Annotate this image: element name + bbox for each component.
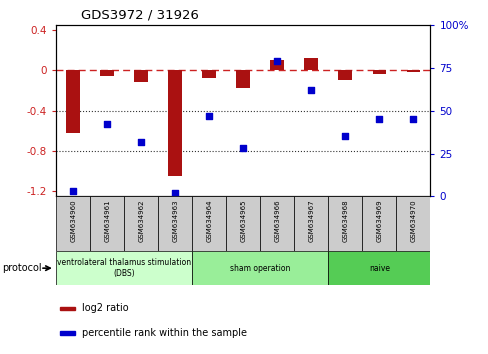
- Point: [69, 188, 77, 194]
- Bar: [270, 60, 284, 70]
- Bar: [338, 70, 351, 80]
- Bar: [294, 196, 327, 251]
- Text: GSM634969: GSM634969: [376, 200, 382, 242]
- Text: GSM634962: GSM634962: [138, 200, 144, 242]
- Bar: [395, 196, 429, 251]
- Bar: [327, 196, 362, 251]
- Text: protocol: protocol: [2, 263, 42, 273]
- Text: GSM634964: GSM634964: [206, 200, 212, 242]
- Bar: [100, 70, 114, 76]
- Bar: [362, 196, 395, 251]
- Point: [103, 121, 111, 127]
- Point: [408, 116, 416, 122]
- Point: [239, 145, 246, 151]
- Bar: [192, 196, 226, 251]
- Text: GSM634966: GSM634966: [274, 200, 280, 242]
- Bar: [134, 70, 148, 82]
- Text: GSM634968: GSM634968: [342, 200, 347, 242]
- Text: GSM634960: GSM634960: [70, 200, 76, 242]
- Text: ventrolateral thalamus stimulation
(DBS): ventrolateral thalamus stimulation (DBS): [57, 258, 191, 278]
- Point: [273, 58, 281, 64]
- Bar: [124, 196, 158, 251]
- Bar: [192, 251, 327, 285]
- Bar: [56, 196, 90, 251]
- Text: percentile rank within the sample: percentile rank within the sample: [82, 328, 247, 338]
- Point: [307, 87, 315, 93]
- Bar: [327, 251, 429, 285]
- Point: [205, 113, 213, 119]
- Bar: [202, 70, 216, 78]
- Bar: [66, 70, 80, 133]
- Bar: [60, 307, 75, 310]
- Text: log2 ratio: log2 ratio: [82, 303, 129, 313]
- Bar: [304, 58, 317, 70]
- Bar: [406, 70, 419, 72]
- Bar: [260, 196, 294, 251]
- Text: GSM634961: GSM634961: [104, 200, 110, 242]
- Text: GSM634967: GSM634967: [307, 200, 314, 242]
- Bar: [60, 331, 75, 335]
- Text: sham operation: sham operation: [230, 264, 290, 273]
- Text: GSM634963: GSM634963: [172, 200, 178, 242]
- Bar: [168, 70, 182, 176]
- Bar: [158, 196, 192, 251]
- Point: [171, 190, 179, 196]
- Bar: [226, 196, 260, 251]
- Bar: [236, 70, 249, 88]
- Point: [341, 133, 348, 139]
- Point: [375, 116, 383, 122]
- Bar: [372, 70, 386, 74]
- Text: GDS3972 / 31926: GDS3972 / 31926: [81, 8, 198, 21]
- Bar: [90, 196, 124, 251]
- Text: naive: naive: [368, 264, 389, 273]
- Text: GSM634965: GSM634965: [240, 200, 246, 242]
- Text: GSM634970: GSM634970: [409, 200, 415, 242]
- Point: [137, 139, 145, 144]
- Bar: [56, 251, 192, 285]
